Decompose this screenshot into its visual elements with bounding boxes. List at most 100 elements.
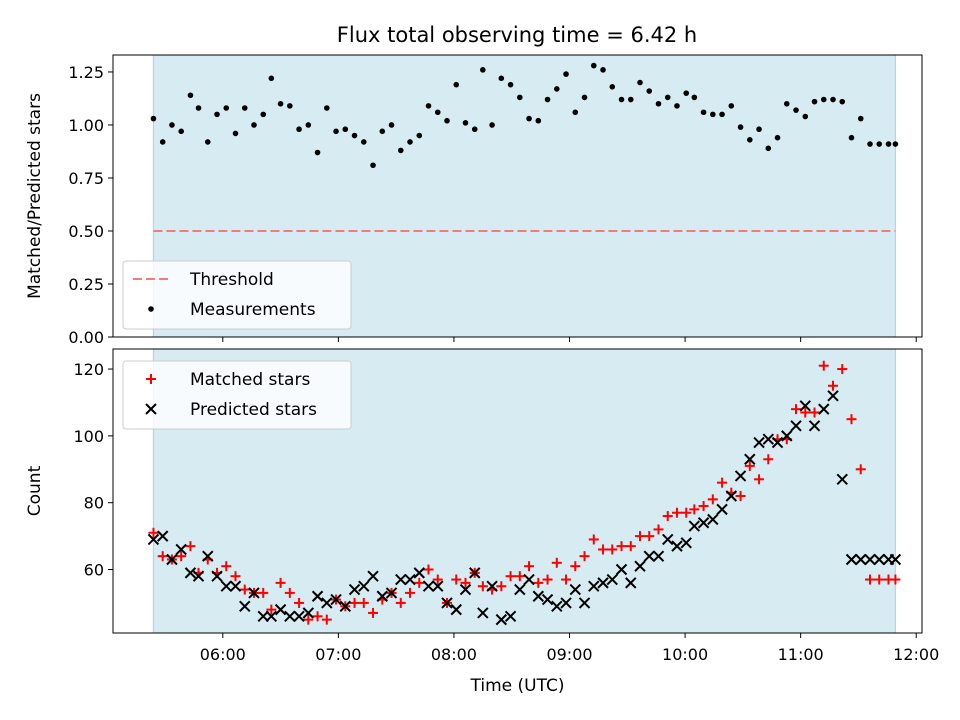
predicted-star-point xyxy=(477,607,489,619)
measurement-point xyxy=(793,107,799,113)
x-stroke xyxy=(606,573,618,586)
chart-title: Flux total observing time = 6.42 h xyxy=(337,23,697,47)
x-tick-label: 08:00 xyxy=(431,645,477,664)
measurement-point xyxy=(260,111,267,118)
x-stroke xyxy=(239,600,251,612)
measurement-point xyxy=(416,132,423,139)
x-stroke xyxy=(889,553,902,566)
x-stroke xyxy=(864,553,876,566)
x-stroke xyxy=(671,540,683,552)
predicted-star-point xyxy=(597,577,609,589)
matched-star-point xyxy=(239,584,250,595)
top-panel: 0.00 0.25 0.50 0.75 1.00 1.25 Matched/Predicte… xyxy=(25,54,923,347)
x-stroke xyxy=(697,517,710,529)
predicted-star-point xyxy=(486,580,498,592)
x-tick-label: 12:00 xyxy=(893,645,939,664)
matched-star-point xyxy=(570,561,581,572)
predicted-star-point xyxy=(889,553,902,566)
matched-star-point xyxy=(588,534,599,545)
matched-star-point xyxy=(542,574,553,585)
x-stroke xyxy=(220,580,232,592)
measurement-point xyxy=(333,128,339,135)
measurement-point xyxy=(223,105,230,111)
x-stroke xyxy=(578,597,591,609)
predicted-star-point xyxy=(845,553,858,566)
measurement-point xyxy=(489,122,495,128)
measurement-point xyxy=(839,98,846,105)
measurement-point xyxy=(848,134,855,141)
measurement-point xyxy=(572,109,579,116)
measurement-point xyxy=(379,128,386,135)
x-stroke xyxy=(643,550,655,562)
predicted-star-point xyxy=(192,570,205,582)
measurement-point xyxy=(434,109,441,116)
legend-measurement-swatch xyxy=(148,306,154,312)
predicted-star-point xyxy=(588,580,600,592)
matched-star-point xyxy=(349,597,360,608)
predicted-star-point xyxy=(367,570,379,582)
measurement-point xyxy=(296,126,302,133)
matched-star-point xyxy=(405,587,416,598)
measurement-point xyxy=(517,94,523,101)
matched-star-point xyxy=(414,577,425,588)
bottom-panel: 60 80 100 120 06:00 07:00 08:00 09:00 10:00 11:00… xyxy=(25,348,939,696)
matched-star-point xyxy=(735,491,746,502)
matched-star-point xyxy=(358,597,369,608)
measurement-point xyxy=(535,117,542,124)
matched-star-point xyxy=(671,507,682,518)
matched-star-point xyxy=(185,541,196,552)
x-stroke xyxy=(771,436,784,449)
predicted-star-point xyxy=(523,573,535,586)
measurement-point xyxy=(765,145,772,152)
legend-box xyxy=(122,360,352,430)
matched-star-point xyxy=(828,380,839,391)
measurement-point xyxy=(618,96,625,103)
predicted-star-point xyxy=(606,573,618,586)
measurement-point xyxy=(655,100,662,107)
predicted-star-point xyxy=(560,597,572,609)
predicted-star-point xyxy=(441,597,453,609)
x-stroke xyxy=(799,400,811,412)
matched-star-point xyxy=(432,574,443,585)
predicted-star-point xyxy=(413,567,425,579)
x-stroke xyxy=(330,593,342,606)
matched-star-point xyxy=(874,574,885,585)
measurement-point xyxy=(737,124,744,130)
x-stroke xyxy=(432,580,444,592)
x-stroke xyxy=(688,520,701,532)
predicted-star-point xyxy=(744,453,756,465)
x-stroke xyxy=(441,597,453,609)
matched-star-point xyxy=(221,561,232,572)
predicted-star-point xyxy=(662,533,674,546)
x-stroke xyxy=(248,587,260,599)
matched-star-point xyxy=(551,557,562,568)
predicted-star-point xyxy=(873,553,885,566)
measurement-point xyxy=(324,105,330,111)
x-tick-label: 09:00 xyxy=(546,645,592,664)
x-stroke xyxy=(734,470,747,482)
matched-star-point xyxy=(303,614,314,625)
predicted-star-point xyxy=(753,436,765,449)
measurement-point xyxy=(892,141,899,147)
x-stroke xyxy=(827,390,839,402)
predicted-star-point xyxy=(404,573,416,586)
matched-star-point xyxy=(477,581,488,592)
predicted-star-point xyxy=(330,593,342,606)
measurement-point xyxy=(407,139,413,145)
matched-star-point xyxy=(754,474,765,485)
x-stroke xyxy=(477,607,489,619)
measurement-point xyxy=(600,67,606,73)
matched-star-point xyxy=(579,551,590,562)
x-stroke xyxy=(532,590,545,602)
predicted-star-point xyxy=(348,583,361,596)
predicted-star-point xyxy=(697,517,710,529)
measurement-point xyxy=(397,147,404,154)
measurement-point xyxy=(581,94,588,101)
predicted-star-point xyxy=(541,593,554,606)
matched-star-point xyxy=(662,511,673,522)
x-stroke xyxy=(413,567,425,579)
matched-star-point xyxy=(230,571,241,582)
measurement-point xyxy=(169,122,175,128)
y-tick-label: 1.25 xyxy=(68,63,104,82)
matched-star-point xyxy=(864,574,875,585)
